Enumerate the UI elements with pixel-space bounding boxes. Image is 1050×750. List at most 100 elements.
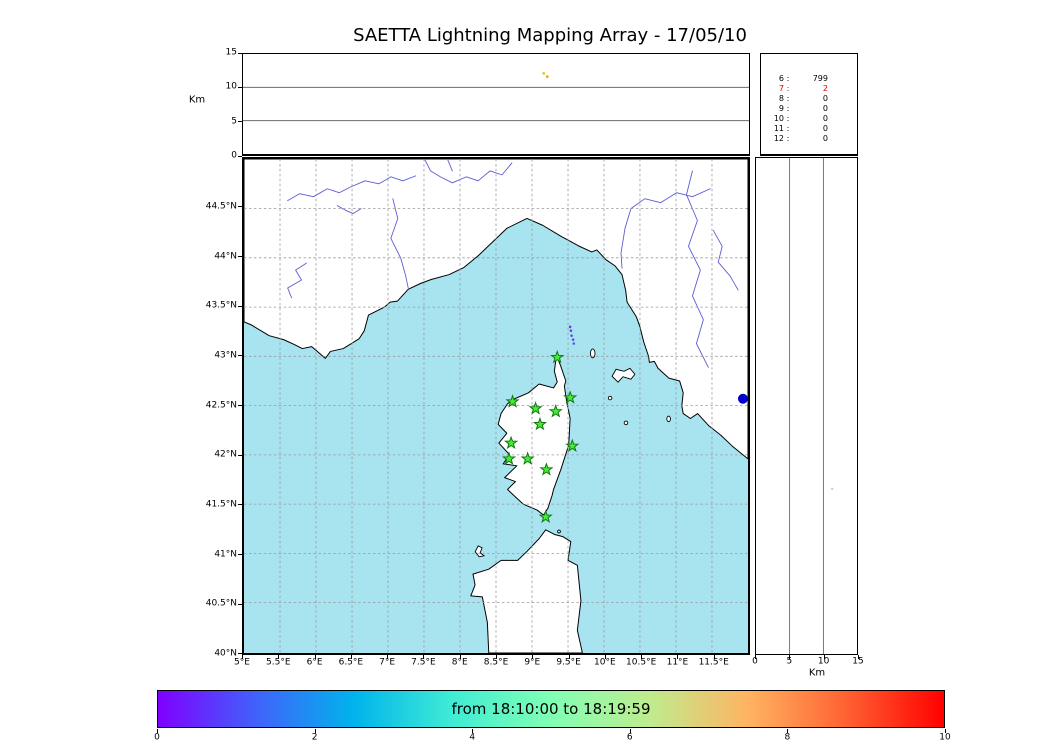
map-panel — [242, 157, 750, 655]
altitude-gridlines — [243, 86, 749, 122]
altitude-source-points-layer — [830, 487, 834, 490]
station-count-row: 6: 799 — [771, 74, 828, 84]
lon-tick-label: 11°E — [666, 657, 689, 668]
altitude-longitude-panel — [242, 53, 750, 156]
station-count-row: 7: 2 — [771, 84, 828, 94]
station-count-row: 11: 0 — [771, 124, 828, 134]
station-star-marker — [548, 404, 563, 418]
lon-tick-mark — [496, 655, 497, 659]
station-star-marker — [528, 401, 543, 415]
montecristo-island — [623, 420, 629, 426]
lon-tick-mark — [568, 655, 570, 659]
lon-tick-mark — [604, 655, 606, 659]
lat-tick-label: 43.5°N — [205, 300, 237, 311]
lon-tick-mark — [423, 655, 425, 659]
station-count-row: 9: 0 — [771, 104, 828, 114]
lightning-source-point — [569, 329, 573, 332]
lat-tick-label: 43°N — [214, 350, 237, 361]
top-altitude-tick-mark — [238, 86, 242, 88]
altitude-source-point — [542, 71, 546, 75]
lon-tick-label: 6.5°E — [338, 657, 364, 668]
lon-tick-label: 9°E — [524, 657, 541, 668]
station-star-marker — [501, 451, 517, 465]
colorbar-tick-mark — [629, 729, 631, 733]
altitude-longitude-plot — [243, 71, 749, 122]
lat-tick-mark — [238, 256, 242, 258]
right-panel-xlabel: Km — [808, 667, 826, 679]
colon-separator: : — [786, 74, 790, 83]
colorbar-tick-label: 10 — [939, 732, 951, 743]
lat-tick-label: 41.5°N — [205, 499, 237, 510]
lon-tick-label: 8.5°E — [483, 657, 509, 668]
station-count-key: 6 — [778, 74, 784, 83]
lat-tick-mark — [238, 305, 242, 307]
altitude-gridlines — [789, 158, 824, 654]
lightning-source-point — [570, 334, 573, 337]
station-count-list: 6: 799 7: 2 8: 0 9: 0 10: 0 11: 0 12: 0 — [771, 74, 828, 144]
lightning-source-point — [568, 325, 572, 329]
lon-tick-label: 5°E — [234, 657, 250, 668]
lon-tick-label: 7°E — [379, 657, 396, 668]
right-altitude-tick-mark — [823, 655, 825, 659]
right-altitude-tick-mark — [789, 655, 791, 659]
lightning-source-point — [571, 338, 575, 341]
lat-tick-mark — [238, 504, 242, 506]
pianosa-island — [607, 395, 613, 401]
lat-tick-label: 44°N — [214, 251, 237, 262]
station-star-marker — [505, 394, 520, 408]
station-star-marker — [539, 462, 554, 476]
station-count-value: 0 — [822, 124, 828, 133]
asinara-island — [474, 545, 486, 558]
lat-tick-mark — [238, 653, 242, 655]
top-altitude-tick-mark — [238, 155, 242, 157]
right-altitude-tick-label: 15 — [852, 656, 864, 667]
lat-tick-label: 41°N — [214, 549, 237, 560]
station-count-key: 9 — [778, 104, 784, 113]
lat-tick-label: 40°N — [214, 648, 237, 659]
top-altitude-tick-label: 15 — [225, 47, 237, 58]
lon-tick-label: 8°E — [451, 657, 468, 668]
figure-title: SAETTA Lightning Mapping Array - 17/05/1… — [353, 25, 747, 46]
station-count-value: 0 — [822, 134, 828, 143]
station-count-panel — [760, 53, 858, 156]
lon-tick-label: 9.5°E — [556, 657, 581, 668]
colorbar-tick-mark — [787, 729, 789, 733]
station-count-key: 10 — [773, 114, 784, 123]
colorbar-tick-mark — [314, 729, 316, 733]
lat-tick-mark — [238, 405, 242, 407]
lon-tick-mark — [242, 655, 243, 659]
lon-tick-label: 10.5°E — [626, 657, 657, 668]
station-count-value: 2 — [822, 84, 828, 93]
lat-tick-label: 42°N — [214, 449, 237, 460]
capraia-island — [590, 348, 596, 359]
lat-tick-label: 42.5°N — [205, 400, 237, 411]
station-count-key: 12 — [773, 134, 784, 143]
top-altitude-tick-label: 0 — [231, 150, 237, 161]
station-count-key: 11 — [773, 124, 784, 133]
station-star-marker — [565, 438, 580, 453]
station-star-marker — [563, 390, 578, 404]
station-count-row: 12: 0 — [771, 134, 828, 144]
colon-separator: : — [786, 84, 790, 93]
lat-tick-mark — [238, 603, 242, 605]
colorbar-tick-mark — [945, 729, 946, 733]
lat-tick-mark — [238, 355, 242, 357]
lon-tick-mark — [387, 655, 389, 659]
lon-tick-label: 11.5°E — [698, 657, 729, 668]
station-star-marker — [538, 509, 553, 523]
small-islands — [474, 348, 671, 558]
elba-island — [611, 367, 636, 383]
lightning-source-point — [572, 342, 576, 345]
colon-separator: : — [786, 104, 790, 113]
colon-separator: : — [786, 134, 790, 143]
map-plot — [244, 159, 748, 653]
colorbar-tick-mark — [157, 729, 158, 733]
right-altitude-tick-mark — [755, 655, 756, 659]
station-count-row: 8: 0 — [771, 94, 828, 104]
colon-separator: : — [786, 114, 790, 123]
sardinia-landmass — [470, 529, 583, 653]
giglio-island — [666, 415, 671, 423]
altitude-source-points-layer — [542, 71, 549, 78]
corsica-landmass — [497, 354, 571, 516]
altitude-latitude-panel — [755, 157, 858, 655]
